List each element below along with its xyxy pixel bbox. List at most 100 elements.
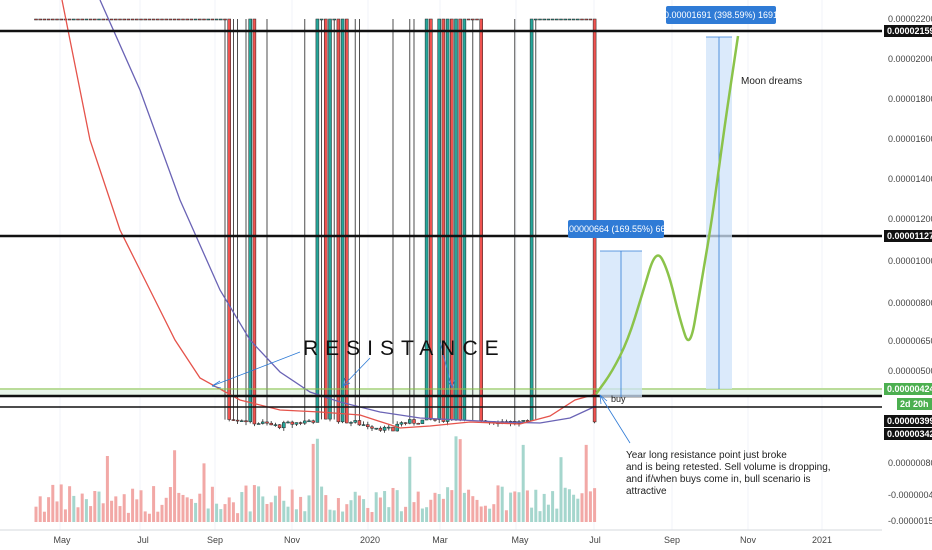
volume-bar	[450, 490, 454, 522]
volume-bar	[68, 486, 72, 522]
candle-body	[181, 18, 185, 21]
candle-body	[282, 422, 286, 429]
candle-body	[366, 424, 370, 428]
candle-body	[441, 18, 446, 422]
volume-bar	[269, 502, 273, 522]
y-tick-label: 0.00001200	[888, 214, 932, 224]
y-tick-label: 0.00002200	[888, 14, 932, 24]
candle-body	[475, 18, 479, 21]
volume-bar	[378, 497, 382, 522]
candle-body	[139, 18, 143, 21]
candle-body	[252, 18, 257, 425]
candle-body	[88, 18, 93, 21]
volume-bar	[332, 510, 336, 522]
candle-body	[38, 18, 42, 21]
x-tick-label: Sep	[664, 535, 680, 545]
candle-body	[529, 18, 534, 421]
volume-bar	[223, 504, 227, 522]
candle-body	[101, 18, 105, 21]
candle-body	[143, 18, 147, 21]
volume-bar	[147, 513, 151, 522]
candle-body	[315, 18, 320, 423]
candle-body	[206, 18, 210, 21]
volume-bar	[206, 508, 210, 522]
volume-bar	[416, 491, 420, 522]
candle-body	[265, 421, 269, 424]
volume-bar	[328, 509, 332, 522]
volume-bar	[110, 500, 114, 522]
y-tick-label: 0.00002000	[888, 54, 932, 64]
volume-bar	[299, 496, 303, 522]
candle-body	[256, 423, 261, 425]
volume-bar	[404, 506, 408, 522]
volume-bar	[143, 511, 147, 522]
volume-bar	[55, 501, 59, 522]
y-tick-label: 0.00000080	[888, 458, 932, 468]
price-tag	[884, 383, 932, 395]
volume-bar	[126, 512, 130, 522]
ema-fast-line	[61, 0, 597, 429]
volume-bar	[248, 511, 252, 522]
candle-body	[550, 18, 555, 21]
volume-bar	[38, 496, 42, 522]
price-axis: 0.00002200 0.00002000 0.00001800 0.00001600…	[882, 0, 932, 530]
volume-bar	[504, 510, 508, 522]
volume-bar	[307, 495, 311, 522]
candle-body	[387, 426, 391, 429]
volume-bar	[265, 503, 269, 522]
candle-body	[479, 18, 483, 421]
volume-bar	[252, 485, 256, 522]
volume-bar	[479, 506, 483, 522]
buy-label: buy	[611, 394, 626, 404]
candle-body	[471, 18, 475, 21]
x-tick-label: May	[511, 535, 529, 545]
volume-bar	[122, 494, 126, 522]
candle-body	[84, 18, 89, 21]
candle-body	[361, 424, 366, 426]
x-tick-label: Jul	[589, 535, 601, 545]
volume-bar	[63, 509, 67, 522]
volume-bar	[135, 499, 139, 522]
volume-bar	[492, 504, 496, 522]
volume-bar	[194, 502, 198, 522]
volume-bar	[185, 497, 189, 522]
candle-body	[340, 18, 345, 423]
volume-bar	[441, 498, 445, 522]
analysis-note: Year long resistance point just brokeand…	[626, 450, 831, 497]
candle-body	[324, 18, 328, 420]
volume-bar	[315, 438, 319, 522]
volume-bar	[462, 492, 466, 522]
candle-body	[563, 18, 567, 21]
candle-body	[80, 18, 84, 21]
volume-bar	[236, 513, 240, 522]
volume-bar	[118, 506, 122, 522]
candle-body	[172, 18, 177, 21]
candle-body	[147, 18, 152, 21]
candle-body	[521, 420, 525, 422]
volume-bar	[538, 511, 542, 522]
volume-bar	[164, 497, 168, 522]
candle-body	[135, 18, 139, 21]
measure-label: 0.00000664 (169.55%) 664	[561, 224, 670, 234]
volume-bar	[446, 487, 450, 522]
y-tick-label: 0.00001600	[888, 134, 932, 144]
volume-bar	[387, 507, 391, 522]
volume-bar	[429, 499, 433, 522]
note-line: Year long resistance point just broke	[626, 450, 787, 461]
x-tick-label: Jul	[137, 535, 149, 545]
candle-body	[93, 18, 97, 21]
note-line: and is being retested. Sell volume is dr…	[626, 462, 831, 473]
candle-body	[122, 18, 126, 21]
volume-bar	[202, 463, 206, 522]
y-tick-label: 0.00000800	[888, 298, 932, 308]
volume-bar	[542, 493, 546, 522]
volume-bar	[349, 500, 353, 522]
volume-bar	[278, 486, 282, 522]
candle-body	[269, 422, 273, 426]
candle-body	[336, 18, 341, 423]
volume-bar	[47, 497, 51, 522]
y-tick-label: 0.00001800	[888, 94, 932, 104]
volume-bar	[563, 487, 567, 522]
volume-bar	[458, 439, 462, 522]
